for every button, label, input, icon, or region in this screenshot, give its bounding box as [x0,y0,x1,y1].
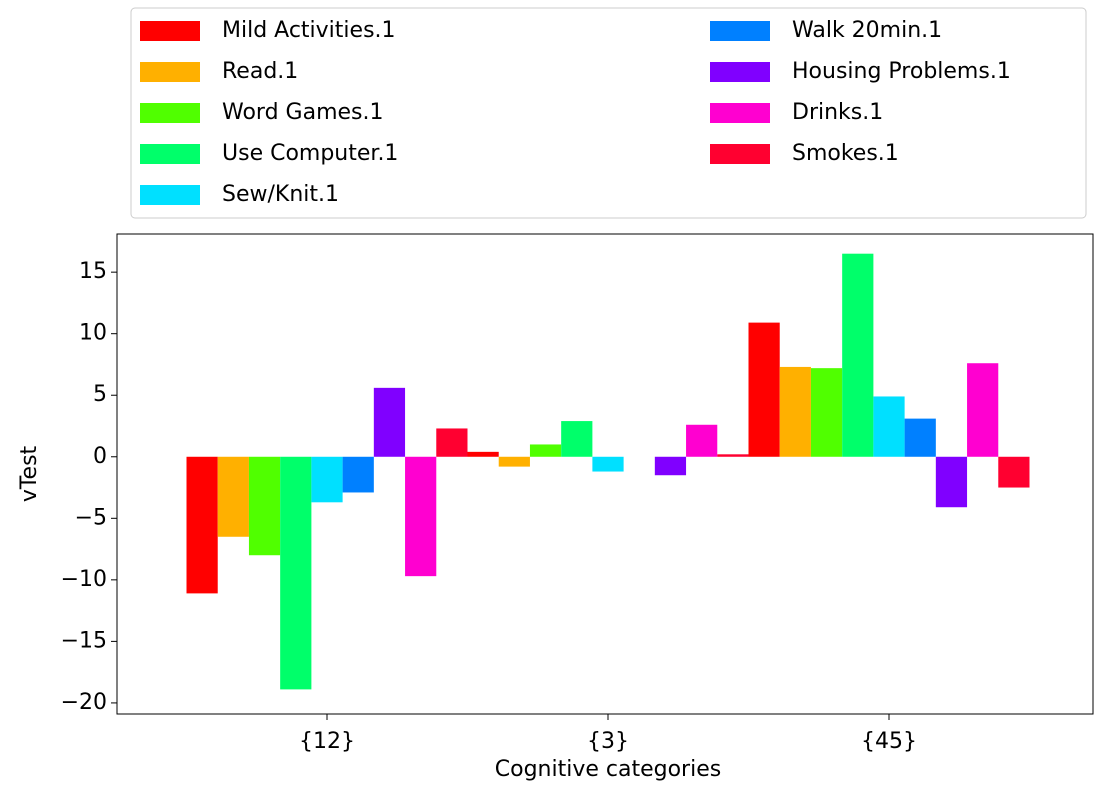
plot-frame [116,233,1094,715]
legend-swatch [710,21,770,41]
y-tick-label: 10 [79,321,107,346]
legend-swatch [140,144,200,164]
legend-box [130,7,1087,219]
bar [654,456,687,476]
y-tick-label: −5 [75,505,107,530]
bar [873,396,905,457]
y-tick-label: 5 [93,382,107,407]
legend-label: Use Computer.1 [222,141,398,166]
bar [311,456,343,503]
legend-label: Read.1 [222,59,298,84]
bar [436,428,468,457]
legend-swatch [710,144,770,164]
y-tick-label: −20 [61,690,107,715]
x-tick-label: {3} [587,729,629,754]
x-tick-label: {12} [299,729,355,754]
bar [998,456,1030,488]
bar [342,456,374,493]
bar [405,456,437,577]
legend-label: Walk 20min.1 [792,18,942,43]
bar [280,456,312,690]
bar [779,366,811,457]
bar [717,454,749,457]
bar [561,421,593,457]
y-tick-label: −10 [61,567,107,592]
legend-label: Smokes.1 [792,141,899,166]
bar [186,456,218,594]
y-tick-label: 15 [79,259,107,284]
bar [686,424,718,457]
bar [904,418,936,457]
x-axis-label: Cognitive categories [495,757,721,782]
legend-swatch [710,62,770,82]
legend-label: Sew/Knit.1 [222,182,339,207]
bar [467,451,499,457]
legend-label: Word Games.1 [222,100,384,125]
bar [967,363,999,457]
legend-label: Mild Activities.1 [222,18,396,43]
legend-label: Housing Problems.1 [792,59,1011,84]
y-axis-label: vTest [17,445,42,502]
legend-swatch [140,103,200,123]
bar [373,387,406,457]
legend-label: Drinks.1 [792,100,883,125]
bar [935,456,968,508]
legend-swatch [140,21,200,41]
bar [217,456,249,537]
bar [810,368,843,457]
bar [248,456,281,556]
legend-swatch [140,185,200,205]
bar [529,444,562,457]
bar [498,456,530,467]
legend-swatch [140,62,200,82]
y-tick-label: −15 [61,628,107,653]
bar [842,253,874,457]
legend-swatch [710,103,770,123]
y-tick-label: 0 [93,444,107,469]
bar [592,456,624,472]
bar [748,322,780,457]
x-tick-label: {45} [861,729,917,754]
